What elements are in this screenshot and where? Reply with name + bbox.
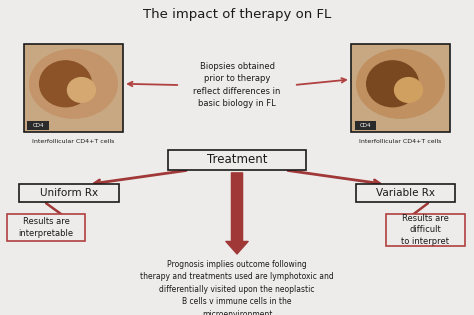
Text: Interfollicular CD4+T cells: Interfollicular CD4+T cells [359,139,442,144]
FancyBboxPatch shape [7,214,85,241]
Ellipse shape [394,77,422,102]
Text: The impact of therapy on FL: The impact of therapy on FL [143,8,331,21]
Text: Results are
difficult
to interpret: Results are difficult to interpret [401,214,449,246]
FancyBboxPatch shape [19,184,118,202]
Ellipse shape [40,61,91,107]
Text: Treatment: Treatment [207,153,267,166]
Text: CD4: CD4 [32,123,44,128]
FancyBboxPatch shape [356,184,455,202]
Ellipse shape [367,61,419,107]
Text: CD4: CD4 [359,123,371,128]
Text: Prognosis implies outcome following
therapy and treatments used are lymphotoxic : Prognosis implies outcome following ther… [140,260,334,315]
FancyBboxPatch shape [355,121,376,130]
Text: Biopsies obtained
prior to therapy
reflect differences in
basic biology in FL: Biopsies obtained prior to therapy refle… [193,62,281,108]
FancyBboxPatch shape [168,150,306,170]
Text: Uniform Rx: Uniform Rx [40,188,98,198]
Text: Interfollicular CD4+T cells: Interfollicular CD4+T cells [32,139,115,144]
Text: Results are
interpretable: Results are interpretable [18,217,74,238]
FancyBboxPatch shape [24,44,123,132]
Ellipse shape [30,49,117,118]
FancyBboxPatch shape [386,214,465,246]
FancyArrowPatch shape [226,173,248,254]
Text: Variable Rx: Variable Rx [376,188,435,198]
Ellipse shape [67,77,95,102]
Ellipse shape [357,49,444,118]
FancyBboxPatch shape [351,44,450,132]
FancyBboxPatch shape [27,121,49,130]
